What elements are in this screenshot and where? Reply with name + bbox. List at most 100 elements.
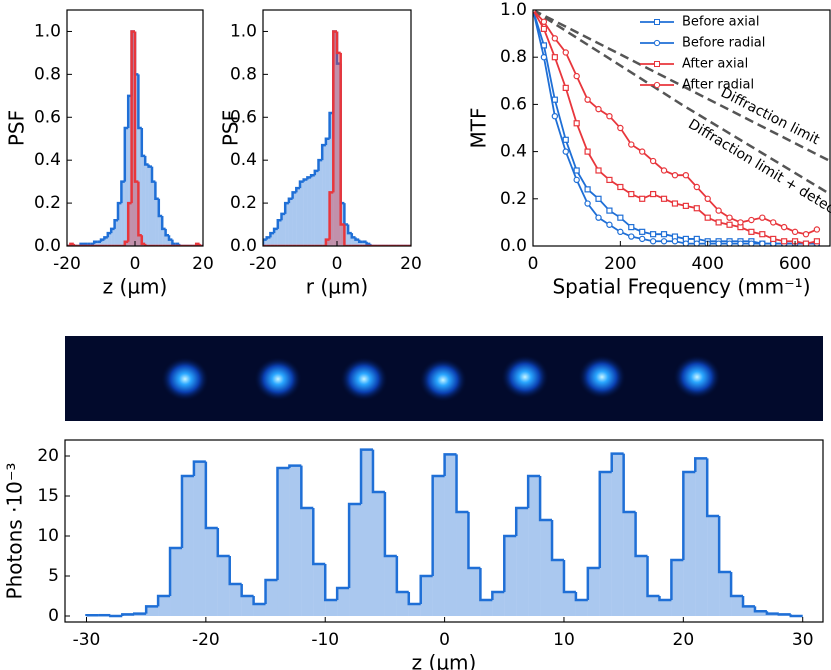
marker xyxy=(639,228,646,235)
histogram-bar xyxy=(337,52,341,246)
histogram-bar xyxy=(148,166,152,246)
legend-marker xyxy=(653,81,661,89)
histogram-edge xyxy=(291,191,297,199)
x-tick-label: 0 xyxy=(528,254,539,274)
y-tick-label: 0.6 xyxy=(34,107,61,127)
marker xyxy=(748,216,755,224)
histogram-edge xyxy=(526,474,541,508)
x-tick-label: 0 xyxy=(130,254,141,274)
histogram-edge xyxy=(126,201,132,242)
histogram-edge xyxy=(168,546,182,596)
histogram-bar xyxy=(362,241,367,246)
histogram-bar xyxy=(384,556,397,616)
histogram-bar xyxy=(107,233,112,246)
histogram-bar xyxy=(325,138,330,246)
histogram-bar xyxy=(138,235,142,246)
histogram-bar xyxy=(229,584,242,616)
histogram-edge xyxy=(295,186,300,193)
marker xyxy=(551,54,558,61)
plot-area xyxy=(85,448,803,618)
y-tick-label: 0 xyxy=(48,606,59,626)
histogram-edge xyxy=(143,155,149,166)
histogram-edge xyxy=(109,614,123,618)
marker xyxy=(628,190,635,198)
x-tick-label: -20 xyxy=(53,254,81,274)
marker xyxy=(693,240,700,246)
histogram-bar xyxy=(97,241,101,246)
histogram-bar xyxy=(131,31,135,246)
marker xyxy=(813,226,821,233)
histogram-bar xyxy=(647,596,660,616)
x-tick-label: 20 xyxy=(192,254,214,274)
y-tick-label: 0.8 xyxy=(34,64,61,84)
marker xyxy=(671,238,679,245)
histogram-edge xyxy=(467,512,481,570)
histogram-edge xyxy=(328,191,334,240)
histogram-edge xyxy=(371,449,385,494)
x-tick-label: 20 xyxy=(400,254,422,274)
histogram-edge xyxy=(283,201,289,214)
histogram-edge xyxy=(443,453,457,476)
marker xyxy=(715,207,722,214)
marker xyxy=(704,195,711,202)
histogram-bar xyxy=(301,508,314,616)
marker xyxy=(682,202,689,209)
histogram-bar xyxy=(420,576,433,616)
histogram-edge xyxy=(694,457,708,472)
histogram-bar xyxy=(104,237,108,246)
y-axis-label: PSF xyxy=(219,110,243,146)
x-tick-label: 30 xyxy=(792,630,814,650)
marker xyxy=(595,167,602,174)
histogram-bar xyxy=(118,203,122,246)
y-tick-label: 0.0 xyxy=(230,236,257,256)
marker xyxy=(726,214,733,221)
y-tick-label: 1.0 xyxy=(34,21,61,41)
marker xyxy=(737,240,744,246)
histogram-edge xyxy=(137,74,142,130)
y-tick-label: 0.6 xyxy=(230,107,257,127)
marker xyxy=(551,35,559,42)
histogram-edge xyxy=(598,470,612,568)
histogram-bar xyxy=(111,228,115,246)
histogram-edge xyxy=(252,596,266,606)
histogram-edge xyxy=(156,594,171,607)
legend-marker xyxy=(654,61,660,67)
histogram-edge xyxy=(171,239,176,246)
histogram-bar xyxy=(329,192,334,246)
marker xyxy=(649,157,657,165)
histogram-bar xyxy=(170,548,182,616)
marker xyxy=(650,190,657,198)
marker xyxy=(573,176,580,184)
histogram-bar xyxy=(307,177,312,246)
histogram-bar xyxy=(292,192,297,246)
histogram-bar xyxy=(333,31,337,246)
histogram-edge xyxy=(116,201,122,221)
histogram-edge xyxy=(72,243,78,246)
histogram-edge xyxy=(312,508,326,566)
histogram-edge xyxy=(240,584,254,598)
reference-curve xyxy=(533,10,830,196)
histogram-edge xyxy=(323,564,338,602)
histogram-edge xyxy=(288,464,302,468)
legend-label: Before radial xyxy=(682,36,765,51)
y-tick-label: 0.4 xyxy=(500,142,527,162)
histogram-edge xyxy=(346,224,352,235)
y-tick-label: 0.0 xyxy=(500,236,527,256)
histogram-bar xyxy=(611,453,624,616)
histogram-bar xyxy=(325,600,338,616)
histogram-bar xyxy=(277,220,282,246)
spot xyxy=(501,355,549,399)
histogram-bar xyxy=(695,458,708,616)
histogram-bar xyxy=(671,560,684,616)
histogram-edge xyxy=(228,556,242,586)
x-axis-label: z (µm) xyxy=(103,275,168,299)
histogram-bar xyxy=(263,239,267,246)
marker xyxy=(802,240,810,246)
histogram-bar xyxy=(587,568,600,616)
marker xyxy=(617,228,624,236)
histogram-bar xyxy=(344,224,349,246)
histogram-edge xyxy=(133,31,139,183)
histogram-edge xyxy=(503,534,517,592)
histogram-bar xyxy=(444,454,457,616)
